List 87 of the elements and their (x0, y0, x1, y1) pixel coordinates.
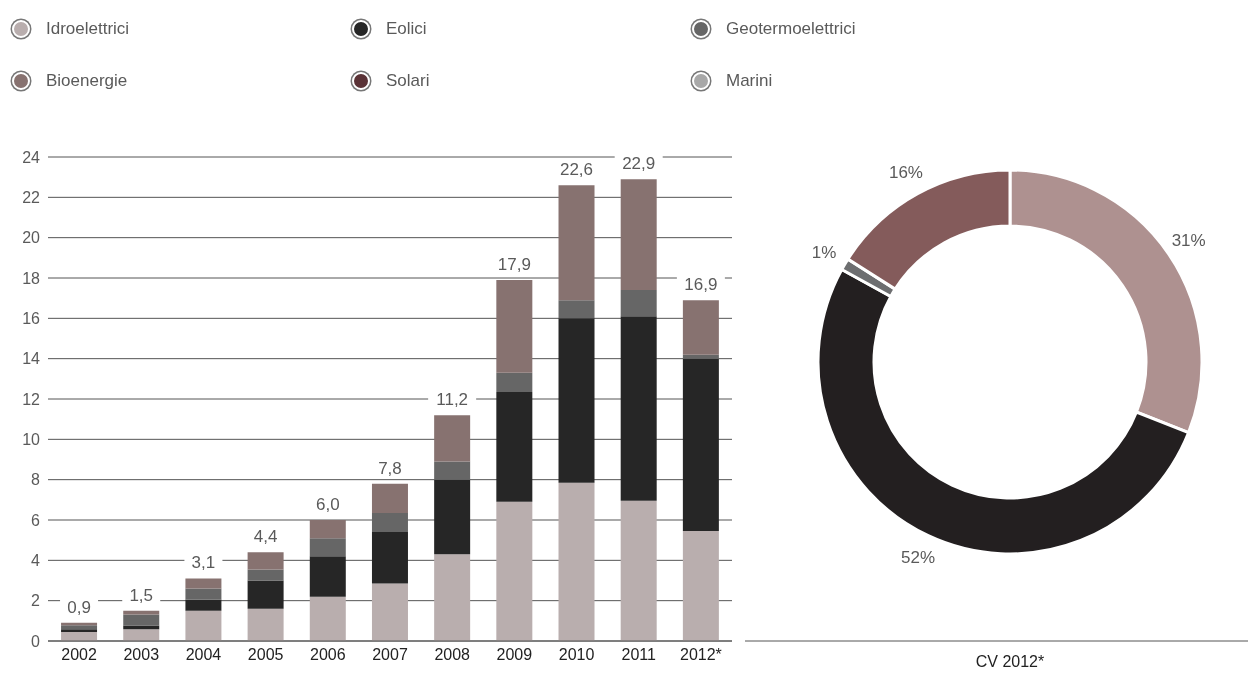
bar (247, 569, 284, 581)
bar (558, 482, 595, 641)
bar (620, 179, 657, 291)
data-label: 16% (888, 163, 923, 183)
bar (434, 479, 471, 555)
data-label: 1% (811, 242, 837, 262)
data-label: 31% (1171, 231, 1206, 251)
total-label: 22,6 (559, 160, 594, 180)
y-tick-label: 14 (22, 350, 41, 368)
y-tick-label: 2 (31, 592, 41, 610)
x-tick-label: 2003 (123, 646, 160, 664)
x-tick-label: 2008 (434, 646, 471, 664)
bar (620, 500, 657, 641)
bar (309, 538, 346, 557)
bar (61, 629, 98, 632)
bar (247, 608, 284, 641)
bar (185, 578, 222, 589)
bar (496, 280, 533, 373)
total-label: 7,8 (378, 458, 402, 478)
total-label: 1,5 (129, 585, 154, 605)
x-tick-label: 2007 (372, 646, 408, 664)
y-tick-label: 20 (22, 229, 41, 247)
bar (558, 185, 595, 301)
y-tick-label: 0 (31, 632, 41, 650)
bar (61, 625, 98, 630)
total-label: 17,9 (497, 255, 531, 275)
bar (185, 588, 222, 600)
bar (682, 358, 719, 532)
bar (620, 290, 657, 317)
bar (558, 300, 595, 319)
total-label: 4,4 (253, 527, 278, 547)
x-tick-label: 2012* (680, 646, 722, 664)
y-tick-label: 12 (22, 390, 41, 408)
total-label: 3,1 (191, 553, 216, 573)
total-label: 16,9 (684, 275, 718, 295)
y-tick-label: 16 (22, 310, 41, 328)
y-tick-label: 18 (22, 269, 41, 287)
bar (371, 583, 408, 641)
x-tick-label: 2010 (558, 646, 595, 664)
legend-label: Bioenergie (46, 71, 128, 91)
y-tick-label: 24 (22, 148, 41, 166)
bar (309, 520, 346, 539)
legend-label: Marini (726, 71, 773, 91)
bar (371, 483, 408, 513)
bar (496, 391, 533, 502)
bar (434, 461, 471, 480)
total-label: 11,2 (436, 390, 469, 410)
bar (247, 552, 284, 570)
bar (558, 318, 595, 483)
bar (123, 629, 160, 641)
text: CV 2012* (975, 653, 1045, 670)
y-tick-label: 4 (31, 552, 41, 570)
legend-label: Solari (386, 71, 430, 91)
bar (185, 599, 222, 611)
x-tick-label: 2009 (496, 646, 533, 664)
total-label: 6,0 (315, 495, 340, 514)
x-tick-label: 2006 (310, 646, 346, 664)
x-tick-label: 2005 (247, 646, 284, 664)
bar (371, 512, 408, 533)
total-label: 0,9 (67, 597, 91, 617)
y-tick-label: 10 (22, 431, 41, 449)
total-label: 22,9 (622, 154, 656, 174)
bar (309, 596, 346, 641)
bar (309, 556, 346, 597)
bar (123, 625, 160, 630)
bar (682, 354, 719, 359)
bar (434, 415, 471, 462)
x-tick-label: 2002 (61, 646, 97, 664)
bar (682, 300, 719, 355)
y-tick-label: 22 (22, 189, 41, 207)
y-tick-label: 6 (31, 511, 41, 529)
bar (371, 532, 408, 584)
legend-label: Eolici (386, 19, 427, 39)
bar (682, 531, 719, 641)
x-tick-label: 2011 (621, 646, 657, 664)
data-label: 52% (901, 547, 936, 567)
bar (496, 501, 533, 641)
x-tick-label: 2004 (185, 646, 222, 664)
bar (123, 614, 160, 626)
y-tick-label: 8 (31, 471, 41, 489)
legend-label: Geotermoelettrici (726, 19, 856, 39)
bar (185, 610, 222, 641)
legend-label: Idroelettrici (46, 19, 130, 39)
bar (620, 316, 657, 501)
bar (496, 372, 533, 392)
bar (434, 554, 471, 641)
bar (247, 580, 284, 609)
